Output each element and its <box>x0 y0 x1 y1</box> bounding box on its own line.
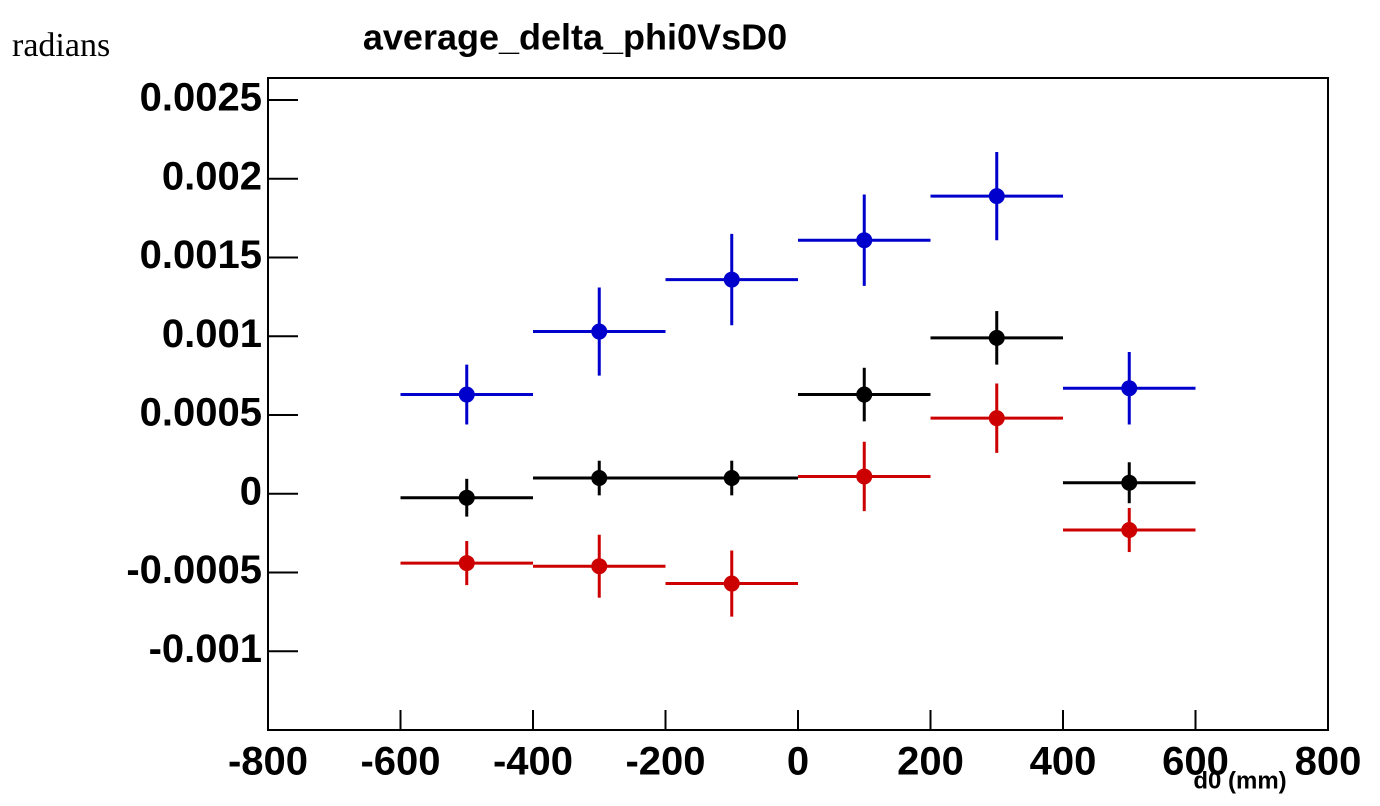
data-point <box>988 410 1005 427</box>
x-tick-label: 200 <box>897 740 964 784</box>
x-axis-title: d0 (mm) <box>1193 767 1286 794</box>
x-tick-label: 600 <box>1162 740 1229 784</box>
x-tick-label: 800 <box>1295 740 1362 784</box>
data-point <box>856 232 873 249</box>
x-tick-label: 400 <box>1030 740 1097 784</box>
y-tick-label: -0.0005 <box>126 548 262 592</box>
x-tick-label: 0 <box>787 740 809 784</box>
data-point <box>591 323 608 340</box>
data-point <box>723 575 740 592</box>
data-point <box>591 558 608 575</box>
data-point <box>458 555 475 572</box>
x-tick-label: -600 <box>360 740 440 784</box>
y-tick-label: 0.0015 <box>140 233 262 277</box>
data-point <box>1121 380 1138 397</box>
data-point <box>458 489 475 506</box>
data-point <box>458 386 475 403</box>
data-point <box>988 329 1005 346</box>
chart-title: average_delta_phi0VsD0 <box>363 17 787 58</box>
data-point <box>856 468 873 485</box>
x-tick-label: -200 <box>625 740 705 784</box>
y-tick-label: 0.0005 <box>140 391 262 435</box>
y-tick-label: 0.0025 <box>140 76 262 120</box>
y-tick-label: 0.002 <box>162 154 262 198</box>
y-axis-title: radians <box>12 27 110 64</box>
y-tick-label: 0 <box>240 469 262 513</box>
data-point <box>723 271 740 288</box>
data-point <box>1121 474 1138 491</box>
data-point <box>591 470 608 487</box>
data-point <box>723 470 740 487</box>
data-point <box>856 386 873 403</box>
y-tick-label: -0.001 <box>149 627 262 671</box>
data-point <box>1121 521 1138 538</box>
data-point <box>988 188 1005 205</box>
y-tick-label: 0.001 <box>162 312 262 356</box>
x-tick-label: -400 <box>493 740 573 784</box>
x-tick-label: -800 <box>228 740 308 784</box>
